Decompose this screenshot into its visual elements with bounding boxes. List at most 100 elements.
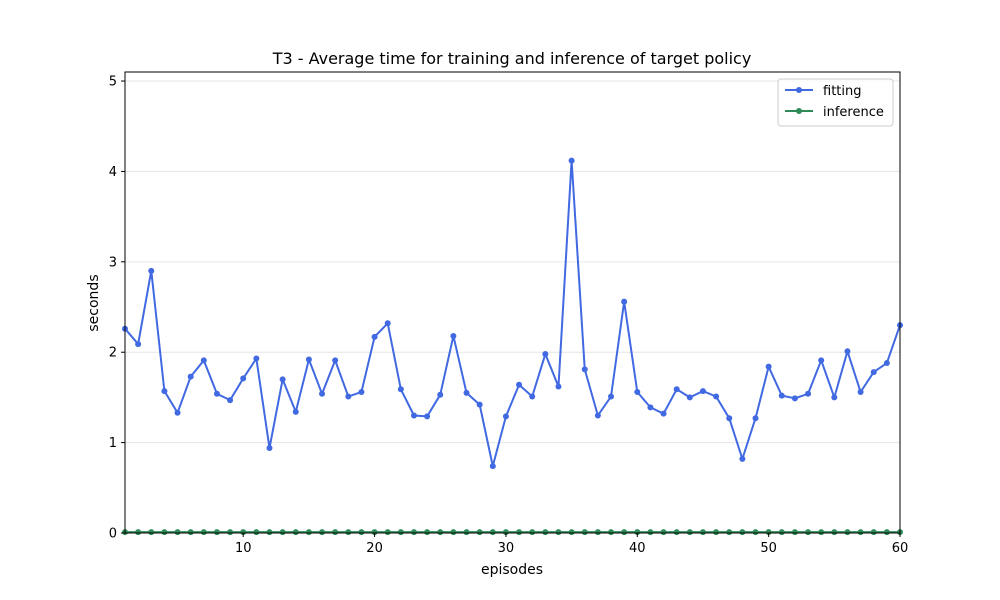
- inference-point: [542, 529, 549, 536]
- inference-point: [502, 529, 509, 536]
- inference-point: [489, 529, 496, 536]
- inference-point: [752, 529, 759, 536]
- inference-point: [174, 529, 181, 536]
- fitting-point: [187, 373, 194, 380]
- fitting-point: [319, 390, 326, 397]
- legend: fitting inference: [777, 78, 894, 127]
- inference-point: [240, 529, 247, 536]
- fitting-point: [581, 366, 588, 373]
- inference-point: [476, 529, 483, 536]
- inference-point: [726, 529, 733, 536]
- inference-point: [857, 529, 864, 536]
- inference-point: [831, 529, 838, 536]
- inference-point: [765, 529, 772, 536]
- fitting-point: [634, 388, 641, 395]
- inference-point: [148, 529, 155, 536]
- x-tick-label: 30: [498, 541, 515, 556]
- inference-point: [384, 529, 391, 536]
- grid-layer: [125, 80, 900, 534]
- inference-point: [634, 529, 641, 536]
- inference-point: [463, 529, 470, 536]
- inference-point: [621, 529, 628, 536]
- fitting-point: [673, 386, 680, 393]
- inference-point: [594, 529, 601, 536]
- x-tick-label: 10: [235, 541, 252, 556]
- legend-label-inference: inference: [823, 105, 884, 120]
- series-layer: [122, 157, 903, 536]
- fitting-point: [489, 463, 496, 470]
- inference-point: [555, 529, 562, 536]
- inference-point: [568, 529, 575, 536]
- inference-point: [739, 529, 746, 536]
- inference-point: [778, 529, 785, 536]
- legend-marker-fitting: [796, 87, 802, 93]
- fitting-point: [555, 383, 562, 390]
- fitting-point: [621, 298, 628, 305]
- inference-point: [608, 529, 615, 536]
- x-axis-label: episodes: [481, 562, 543, 578]
- inference-point: [161, 529, 168, 536]
- fitting-point: [713, 393, 720, 400]
- x-tick-label: 40: [629, 541, 646, 556]
- fitting-point: [752, 415, 759, 422]
- inference-point: [516, 529, 523, 536]
- y-tick-label: 2: [109, 346, 117, 361]
- fitting-point: [397, 386, 404, 393]
- inference-point: [213, 529, 220, 536]
- inference-point: [187, 529, 194, 536]
- fitting-point: [227, 397, 234, 404]
- inference-point: [713, 529, 720, 536]
- fitting-point: [279, 376, 286, 383]
- fitting-point: [345, 393, 352, 400]
- inference-point: [581, 529, 588, 536]
- inference-point: [345, 529, 352, 536]
- fitting-point: [135, 341, 142, 348]
- fitting-point: [502, 413, 509, 420]
- fitting-point: [660, 410, 667, 417]
- inference-point: [647, 529, 654, 536]
- y-axis-label: seconds: [86, 274, 102, 331]
- inference-point: [410, 529, 417, 536]
- series-fitting: [122, 157, 903, 470]
- fitting-point: [516, 381, 523, 388]
- x-axis: 10 20 30 40 50 60: [235, 533, 908, 556]
- fitting-point: [213, 390, 220, 397]
- chart-title: T3 - Average time for training and infer…: [272, 49, 752, 68]
- fitting-point: [818, 357, 825, 364]
- inference-point: [371, 529, 378, 536]
- x-tick-label: 50: [760, 541, 777, 556]
- legend-label-fitting: fitting: [823, 84, 862, 99]
- inference-point: [818, 529, 825, 536]
- inference-point: [673, 529, 680, 536]
- fitting-point: [292, 408, 299, 415]
- inference-point: [397, 529, 404, 536]
- fitting-point: [529, 393, 536, 400]
- fitting-point: [857, 388, 864, 395]
- y-tick-label: 3: [109, 255, 117, 270]
- fitting-point: [765, 363, 772, 370]
- fitting-point: [305, 356, 312, 363]
- fitting-point: [568, 157, 575, 164]
- x-tick-label: 20: [366, 541, 383, 556]
- fitting-point: [371, 333, 378, 340]
- y-axis: 0 1 2 3 4 5: [109, 75, 125, 542]
- fitting-point: [870, 369, 877, 376]
- fitting-point: [726, 415, 733, 422]
- fitting-point: [410, 412, 417, 419]
- fitting-point: [332, 357, 339, 364]
- fitting-point: [883, 360, 890, 367]
- inference-point: [424, 529, 431, 536]
- fitting-point: [358, 388, 365, 395]
- fitting-point: [463, 389, 470, 396]
- inference-point: [227, 529, 234, 536]
- fitting-point: [844, 348, 851, 355]
- inference-point: [870, 529, 877, 536]
- fitting-point: [424, 413, 431, 420]
- inference-point: [305, 529, 312, 536]
- inference-point: [660, 529, 667, 536]
- inference-point: [686, 529, 693, 536]
- fitting-line: [124, 159, 901, 468]
- fitting-point: [831, 394, 838, 401]
- y-tick-label: 0: [109, 527, 117, 542]
